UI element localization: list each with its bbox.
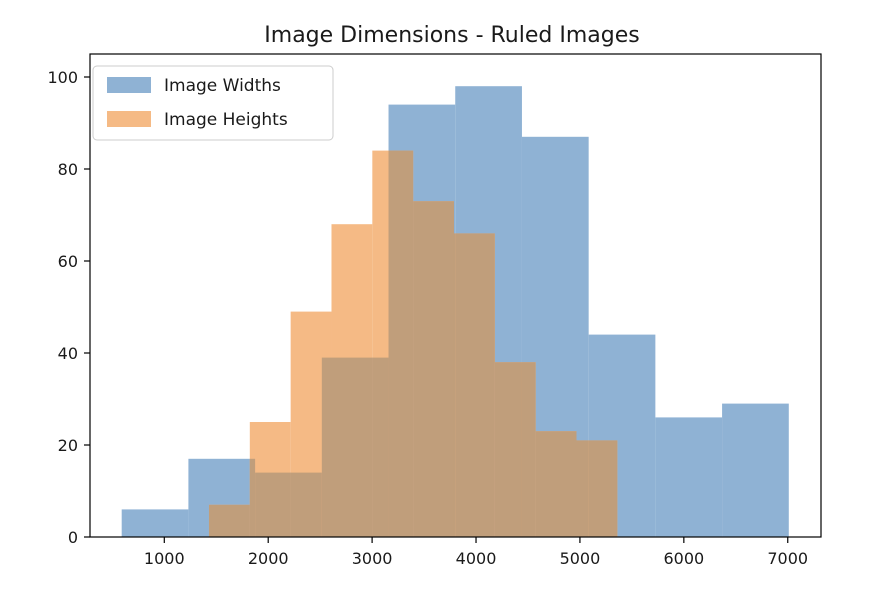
legend-swatch-image-heights [107, 111, 151, 127]
y-tick-label-60: 60 [58, 252, 78, 271]
legend-box [92, 65, 334, 141]
chart-title: Image Dimensions - Ruled Images [264, 23, 639, 48]
x-tick-label-2000: 2000 [248, 549, 289, 568]
bar-image-widths-9 [722, 403, 789, 537]
bar-overlap-3 [290, 472, 322, 537]
bar-image-widths-0 [121, 509, 189, 537]
bar-overlap-2 [255, 472, 291, 537]
y-tick-label-20: 20 [58, 436, 78, 455]
bar-overlap-6 [372, 357, 389, 537]
legend-label-image-widths: Image Widths [164, 76, 281, 96]
y-tick-label-0: 0 [68, 528, 78, 547]
bar-overlap-9 [453, 233, 456, 537]
x-axis: 1000 2000 3000 4000 5000 6000 7000 [144, 537, 808, 568]
bar-overlap-10 [455, 233, 495, 537]
legend-label-image-heights: Image Heights [164, 110, 288, 130]
bar-overlap-12 [521, 362, 536, 537]
bar-image-widths-8 [655, 417, 723, 537]
x-tick-label-1000: 1000 [144, 549, 185, 568]
y-axis: 0 20 40 60 80 100 [47, 68, 90, 547]
y-tick-label-40: 40 [58, 344, 78, 363]
legend-swatch-image-widths [107, 77, 151, 93]
bar-overlap-14 [576, 440, 589, 537]
y-tick-label-80: 80 [58, 160, 78, 179]
y-tick-label-100: 100 [47, 68, 78, 87]
bar-overlap-1 [249, 458, 256, 537]
x-tick-label-3000: 3000 [352, 549, 393, 568]
bar-overlap-0 [208, 504, 250, 537]
bar-overlap-8 [413, 201, 454, 537]
x-tick-label-6000: 6000 [663, 549, 704, 568]
bar-overlap-11 [494, 362, 522, 537]
bar-overlap-15 [588, 440, 618, 537]
legend: Image Widths Image Heights [92, 65, 334, 141]
x-tick-label-5000: 5000 [560, 549, 601, 568]
x-tick-label-4000: 4000 [456, 549, 497, 568]
bar-overlap-7 [388, 150, 414, 537]
bar-overlap-13 [535, 431, 577, 537]
x-tick-label-7000: 7000 [767, 549, 808, 568]
bar-overlap-4 [321, 357, 332, 537]
overlap-bars [208, 150, 618, 537]
bar-overlap-5 [331, 357, 373, 537]
plot-frame [89, 53, 822, 538]
